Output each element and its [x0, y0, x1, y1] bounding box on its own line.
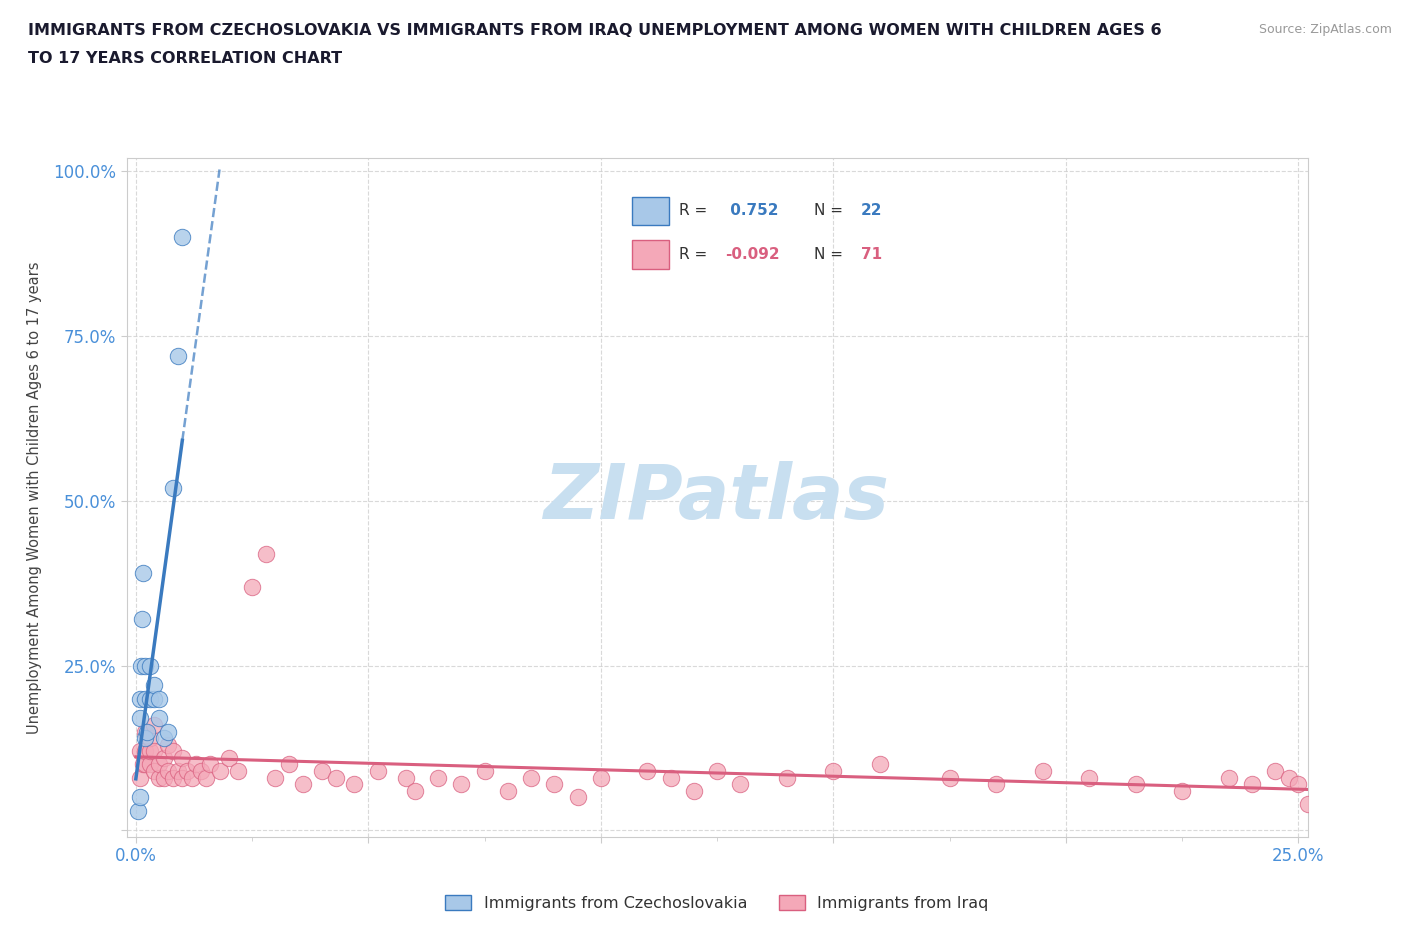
Point — [659, 770, 682, 785]
Point — [172, 751, 194, 765]
Point — [157, 764, 180, 778]
Point — [148, 711, 170, 725]
Point — [132, 566, 155, 581]
Point — [186, 757, 208, 772]
Point — [129, 691, 152, 706]
Point — [636, 764, 658, 778]
Point — [264, 770, 287, 785]
Point — [162, 770, 184, 785]
Point — [427, 770, 450, 785]
Point — [190, 764, 212, 778]
Point — [776, 770, 799, 785]
Point — [194, 770, 217, 785]
Point — [134, 658, 156, 673]
Point — [938, 770, 960, 785]
Point — [162, 744, 184, 759]
Point — [157, 737, 180, 752]
Y-axis label: Unemployment Among Women with Children Ages 6 to 17 years: Unemployment Among Women with Children A… — [27, 261, 42, 734]
Point — [157, 724, 180, 739]
Point — [143, 678, 166, 693]
Point — [131, 612, 153, 627]
Point — [325, 770, 347, 785]
Text: Source: ZipAtlas.com: Source: ZipAtlas.com — [1258, 23, 1392, 36]
Point — [127, 804, 149, 818]
Point — [208, 764, 231, 778]
Point — [706, 764, 728, 778]
Point — [176, 764, 198, 778]
Point — [148, 691, 170, 706]
Legend: Immigrants from Czechoslovakia, Immigrants from Iraq: Immigrants from Czechoslovakia, Immigran… — [439, 888, 995, 917]
Point — [166, 349, 188, 364]
Point — [152, 731, 174, 746]
Point — [134, 731, 156, 746]
Point — [1296, 797, 1319, 812]
Point — [311, 764, 333, 778]
Point — [240, 579, 263, 594]
Point — [166, 764, 188, 778]
Point — [394, 770, 416, 785]
Point — [1278, 770, 1301, 785]
Point — [1078, 770, 1101, 785]
Point — [134, 724, 156, 739]
Point — [450, 777, 472, 791]
Point — [1171, 783, 1194, 798]
Point — [218, 751, 240, 765]
Point — [292, 777, 315, 791]
Point — [589, 770, 612, 785]
Point — [136, 724, 159, 739]
Point — [1125, 777, 1147, 791]
Point — [1286, 777, 1309, 791]
Point — [823, 764, 845, 778]
Point — [984, 777, 1007, 791]
Point — [254, 546, 277, 561]
Point — [730, 777, 752, 791]
Point — [143, 764, 166, 778]
Point — [869, 757, 891, 772]
Point — [278, 757, 301, 772]
Point — [134, 757, 156, 772]
Point — [180, 770, 202, 785]
Point — [139, 731, 162, 746]
Point — [1240, 777, 1263, 791]
Point — [129, 770, 152, 785]
Point — [367, 764, 389, 778]
Point — [148, 770, 170, 785]
Point — [129, 711, 152, 725]
Point — [520, 770, 543, 785]
Point — [1218, 770, 1240, 785]
Point — [139, 658, 162, 673]
Point — [474, 764, 496, 778]
Point — [1264, 764, 1286, 778]
Point — [128, 790, 150, 804]
Point — [129, 744, 152, 759]
Point — [567, 790, 589, 804]
Point — [1031, 764, 1053, 778]
Point — [131, 658, 153, 673]
Point — [148, 757, 170, 772]
Point — [343, 777, 366, 791]
Point — [172, 230, 194, 245]
Point — [134, 744, 156, 759]
Point — [143, 744, 166, 759]
Point — [172, 770, 194, 785]
Text: TO 17 YEARS CORRELATION CHART: TO 17 YEARS CORRELATION CHART — [28, 51, 342, 66]
Point — [162, 480, 184, 495]
Point — [143, 718, 166, 733]
Point — [543, 777, 565, 791]
Point — [139, 757, 162, 772]
Text: ZIPatlas: ZIPatlas — [544, 460, 890, 535]
Text: IMMIGRANTS FROM CZECHOSLOVAKIA VS IMMIGRANTS FROM IRAQ UNEMPLOYMENT AMONG WOMEN : IMMIGRANTS FROM CZECHOSLOVAKIA VS IMMIGR… — [28, 23, 1161, 38]
Point — [496, 783, 519, 798]
Point — [226, 764, 249, 778]
Point — [200, 757, 222, 772]
Point — [139, 691, 162, 706]
Point — [132, 757, 155, 772]
Point — [404, 783, 426, 798]
Point — [152, 751, 174, 765]
Point — [152, 770, 174, 785]
Point — [143, 691, 166, 706]
Point — [139, 744, 162, 759]
Point — [134, 691, 156, 706]
Point — [682, 783, 704, 798]
